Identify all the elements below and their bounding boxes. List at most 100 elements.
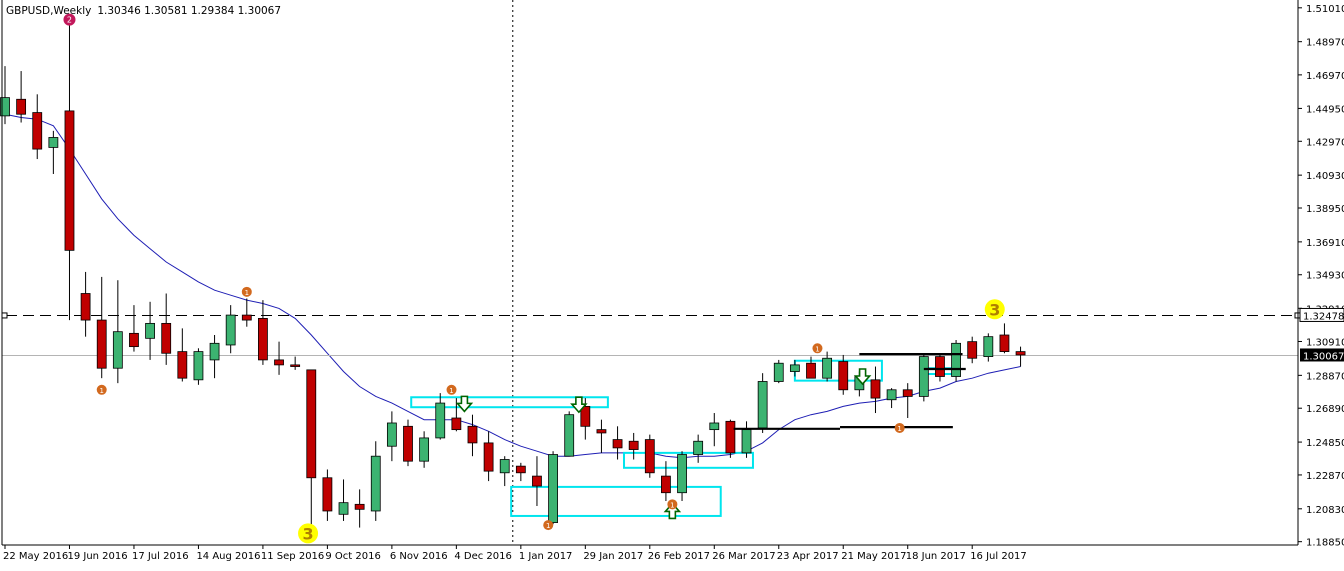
down-arrow-icon bbox=[455, 395, 474, 413]
y-tick-label: 1.30910 bbox=[1306, 337, 1344, 348]
wave-marker-orange bbox=[96, 384, 107, 395]
candle bbox=[532, 456, 542, 506]
wave-marker-orange bbox=[446, 384, 457, 395]
bull-candle-body bbox=[145, 322, 155, 339]
moving-average-line bbox=[4, 113, 1021, 459]
bear-candle-body bbox=[80, 293, 91, 321]
bull-candle-body bbox=[48, 137, 59, 148]
x-tick-label: 26 Mar 2017 bbox=[712, 551, 775, 562]
candle bbox=[403, 419, 413, 467]
candle bbox=[16, 71, 27, 123]
candle bbox=[32, 94, 43, 160]
candle bbox=[741, 421, 752, 458]
wave-marker-orange bbox=[667, 499, 678, 510]
candle bbox=[709, 413, 720, 447]
bear-candle-body bbox=[902, 389, 913, 397]
candle bbox=[661, 461, 671, 502]
candle bbox=[596, 419, 607, 453]
current-price-label: 1.30067 bbox=[1303, 351, 1344, 362]
bull-candle-body bbox=[709, 422, 720, 431]
wave-marker-orange bbox=[894, 422, 905, 433]
candle bbox=[225, 305, 236, 354]
y-tick-label: 1.26890 bbox=[1306, 404, 1344, 415]
bear-candle-body bbox=[806, 362, 816, 379]
bull-candle-body bbox=[741, 429, 752, 454]
level-price-label: 1.32478 bbox=[1303, 311, 1344, 322]
wave-marker-label: 1 bbox=[815, 345, 819, 353]
candle bbox=[967, 336, 978, 364]
y-tick-label: 1.46970 bbox=[1306, 71, 1344, 82]
y-tick-label: 1.24850 bbox=[1306, 438, 1344, 449]
candle bbox=[999, 323, 1010, 354]
x-tick-label: 14 Aug 2016 bbox=[196, 551, 260, 562]
x-tick-label: 21 May 2017 bbox=[841, 551, 906, 562]
highlight-box bbox=[623, 451, 754, 469]
x-tick-label: 4 Dec 2016 bbox=[454, 551, 512, 562]
candle bbox=[451, 398, 462, 432]
candle bbox=[145, 301, 155, 360]
bull-candle-body bbox=[548, 454, 558, 523]
candle bbox=[129, 305, 139, 352]
candle bbox=[564, 411, 575, 457]
x-tick-label: 6 Nov 2016 bbox=[390, 551, 448, 562]
bear-candle-body bbox=[16, 98, 27, 115]
wave-marker-orange bbox=[812, 343, 823, 354]
bull-candle-body bbox=[564, 414, 575, 457]
bear-candle-body bbox=[258, 318, 268, 361]
wave-marker-label: 2 bbox=[67, 16, 72, 25]
bear-candle-body bbox=[1015, 351, 1026, 356]
bull-candle-body bbox=[338, 502, 349, 515]
candle bbox=[258, 300, 268, 365]
bull-candle-body bbox=[757, 381, 768, 429]
bull-candle-body bbox=[693, 440, 704, 455]
bear-candle-body bbox=[483, 442, 494, 472]
bull-candle-body bbox=[499, 459, 510, 474]
wave-marker-label: 1 bbox=[245, 289, 249, 297]
bear-candle-body bbox=[161, 322, 172, 354]
moving-average-layer bbox=[4, 113, 1021, 459]
current-price-tag bbox=[1300, 348, 1344, 362]
bear-candle-body bbox=[467, 425, 478, 444]
marker-objects-layer: 2 1 1 1 1 1 1 1 3 3 bbox=[63, 13, 1005, 544]
candle bbox=[677, 451, 687, 502]
candle bbox=[354, 489, 365, 528]
highlight-box bbox=[510, 485, 722, 517]
bear-candle-body bbox=[306, 369, 317, 479]
header-ohlc: 1.30346 1.30581 1.29384 1.30067 bbox=[97, 5, 281, 17]
bear-candle-body bbox=[129, 332, 139, 348]
y-tick-label: 1.36910 bbox=[1306, 238, 1344, 249]
candle bbox=[548, 451, 558, 525]
bear-candle-body bbox=[628, 440, 639, 450]
candle bbox=[870, 366, 881, 414]
candle bbox=[886, 388, 897, 409]
candle bbox=[1015, 346, 1026, 367]
x-tick-label: 23 Apr 2017 bbox=[777, 551, 839, 562]
candle bbox=[370, 441, 381, 521]
candle bbox=[499, 456, 510, 487]
x-tick-label: 26 Feb 2017 bbox=[648, 551, 710, 562]
candle bbox=[773, 359, 784, 384]
bull-candle-body bbox=[951, 342, 961, 377]
y-tick-label: 1.42970 bbox=[1306, 137, 1344, 148]
bear-candle-body bbox=[612, 439, 623, 449]
bear-candle-body bbox=[596, 429, 607, 434]
candle bbox=[983, 333, 994, 362]
bear-candle-body bbox=[644, 439, 655, 474]
bull-candle-body bbox=[370, 455, 381, 512]
y-tick-label: 1.20830 bbox=[1306, 505, 1344, 516]
bull-candle-body bbox=[419, 437, 430, 462]
candle bbox=[177, 328, 188, 382]
bear-candle-body bbox=[322, 477, 333, 512]
candle bbox=[338, 479, 349, 521]
candle bbox=[515, 462, 526, 482]
candle bbox=[64, 19, 75, 321]
candle bbox=[644, 434, 655, 478]
bear-candle-body bbox=[64, 110, 75, 251]
candle bbox=[822, 351, 833, 382]
candle bbox=[789, 359, 800, 377]
highlight-box bbox=[410, 396, 609, 409]
wave-marker-label: 1 bbox=[546, 522, 550, 530]
